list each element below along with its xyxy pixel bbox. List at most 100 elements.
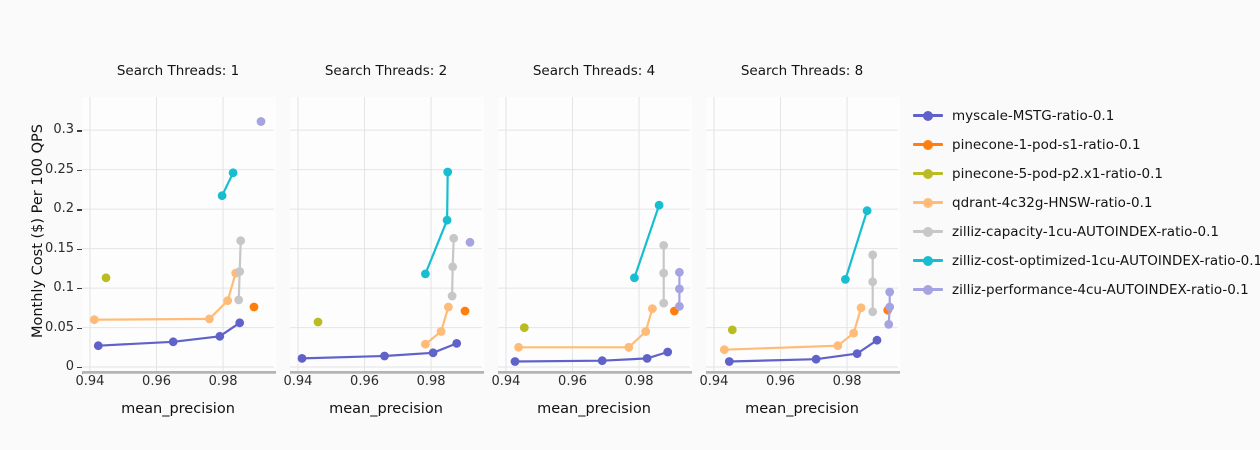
- series-pinecone-5-pod-p2.x1-ratio-0.1: [313, 317, 323, 327]
- data-point: [811, 354, 821, 364]
- facet-title: Search Threads: 1: [116, 63, 240, 79]
- facet-search-threads-4: Search Threads: 4 0.94 0.96 0.98 mean_prec…: [492, 0, 692, 450]
- data-point: [868, 250, 878, 260]
- legend-item-zilliz-cost-optimized-1cu-AUTOINDEX-ratio-0.1[interactable]: zilliz-cost-optimized-1cu-AUTOINDEX-rati…: [913, 246, 1260, 275]
- legend-marker-icon: [913, 197, 943, 209]
- x-tick-label: 0.98: [416, 374, 446, 389]
- data-point: [862, 206, 872, 216]
- facet-search-threads-8: Search Threads: 8 0.94 0.96 0.98 mean_prec…: [700, 0, 900, 450]
- x-axis-title: mean_precision: [745, 401, 859, 417]
- x-axis-title: mean_precision: [329, 401, 443, 417]
- data-point: [228, 168, 238, 178]
- data-point: [421, 269, 430, 279]
- legend-label: zilliz-cost-optimized-1cu-AUTOINDEX-rati…: [952, 252, 1260, 269]
- series-zilliz-cost-optimized-1cu-AUTOINDEX-ratio-0.1: [217, 168, 238, 201]
- x-axis-title: mean_precision: [121, 401, 235, 417]
- x-axis-title: mean_precision: [537, 401, 651, 417]
- data-point: [460, 306, 470, 316]
- legend-label: pinecone-1-pod-s1-ratio-0.1: [952, 136, 1141, 153]
- plot-canvas: [706, 97, 900, 374]
- legend-marker-icon: [913, 255, 943, 267]
- data-point: [436, 327, 446, 336]
- series-zilliz-performance-4cu-AUTOINDEX-ratio-0.1: [465, 237, 475, 247]
- series-line: [724, 307, 863, 351]
- data-point: [642, 354, 652, 363]
- legend-item-pinecone-5-pod-p2.x1-ratio-0.1[interactable]: pinecone-5-pod-p2.x1-ratio-0.1: [913, 159, 1260, 188]
- series-line: [633, 204, 661, 279]
- legend-item-zilliz-capacity-1cu-AUTOINDEX-ratio-0.1[interactable]: zilliz-capacity-1cu-AUTOINDEX-ratio-0.1: [913, 217, 1260, 246]
- series-myscale-MSTG-ratio-0.1: [93, 318, 245, 351]
- data-point: [724, 357, 734, 366]
- y-tick-mark: [77, 209, 82, 211]
- facet-plot: [498, 97, 692, 375]
- series-pinecone-1-pod-s1-ratio-0.1: [460, 306, 470, 316]
- y-tick-label: 0.05: [45, 319, 74, 335]
- legend-marker-icon: [913, 284, 943, 296]
- y-tick-label: 0.1: [53, 280, 74, 296]
- data-point: [256, 117, 266, 126]
- facet-plot: [290, 97, 484, 375]
- y-tick-label: 0: [65, 359, 74, 375]
- x-tick-label: 0.96: [350, 374, 379, 389]
- data-point: [380, 351, 389, 361]
- legend-item-myscale-MSTG-ratio-0.1[interactable]: myscale-MSTG-ratio-0.1: [913, 101, 1260, 130]
- series-myscale-MSTG-ratio-0.1: [297, 339, 462, 363]
- series-line: [514, 350, 669, 363]
- series-zilliz-cost-optimized-1cu-AUTOINDEX-ratio-0.1: [421, 167, 453, 279]
- legend-label: zilliz-capacity-1cu-AUTOINDEX-ratio-0.1: [952, 223, 1219, 240]
- legend-label: zilliz-performance-4cu-AUTOINDEX-ratio-0…: [952, 281, 1249, 298]
- series-zilliz-performance-4cu-AUTOINDEX-ratio-0.1: [884, 287, 895, 329]
- data-point: [249, 302, 259, 312]
- series-qdrant-4c32g-HNSW-ratio-0.1: [514, 304, 657, 352]
- legend-item-zilliz-performance-4cu-AUTOINDEX-ratio-0.1[interactable]: zilliz-performance-4cu-AUTOINDEX-ratio-0…: [913, 275, 1260, 304]
- data-point: [659, 241, 669, 250]
- data-point: [727, 325, 737, 335]
- x-tick-label: 0.96: [766, 374, 795, 389]
- series-line: [301, 342, 458, 360]
- data-point: [885, 302, 895, 312]
- y-tick-mark: [77, 169, 82, 172]
- y-tick-label: 0.3: [53, 122, 74, 138]
- data-point: [443, 167, 453, 177]
- data-point: [223, 296, 233, 306]
- data-point: [514, 342, 523, 352]
- data-point: [675, 267, 684, 277]
- y-tick-mark: [77, 288, 82, 290]
- data-point: [654, 200, 664, 210]
- data-point: [452, 339, 462, 348]
- x-tick-label: 0.98: [208, 374, 238, 389]
- legend-item-pinecone-1-pod-s1-ratio-0.1[interactable]: pinecone-1-pod-s1-ratio-0.1: [913, 130, 1260, 159]
- data-point: [449, 233, 459, 243]
- data-point: [101, 273, 111, 283]
- plot-canvas: [290, 97, 484, 374]
- data-point: [719, 345, 729, 355]
- series-qdrant-4c32g-HNSW-ratio-0.1: [421, 302, 453, 349]
- facet-search-threads-2: Search Threads: 2 0.94 0.96 0.98 mean_prec…: [284, 0, 484, 450]
- data-point: [510, 357, 520, 366]
- data-point: [868, 307, 878, 317]
- series-line: [844, 210, 869, 280]
- legend-item-qdrant-4c32g-HNSW-ratio-0.1[interactable]: qdrant-4c32g-HNSW-ratio-0.1: [913, 188, 1260, 217]
- data-point: [659, 298, 669, 308]
- data-point: [849, 328, 859, 338]
- series-pinecone-5-pod-p2.x1-ratio-0.1: [101, 273, 111, 283]
- facet-title: Search Threads: 4: [532, 63, 656, 79]
- data-point: [641, 327, 651, 336]
- legend-marker-icon: [913, 226, 943, 238]
- series-zilliz-capacity-1cu-AUTOINDEX-ratio-0.1: [868, 250, 878, 317]
- data-point: [297, 354, 307, 363]
- series-myscale-MSTG-ratio-0.1: [510, 347, 673, 366]
- data-point: [235, 267, 245, 276]
- data-point: [89, 315, 99, 325]
- series-zilliz-cost-optimized-1cu-AUTOINDEX-ratio-0.1: [841, 206, 872, 284]
- legend-marker-icon: [913, 139, 943, 151]
- x-axis-tick-labels: 0.94 0.96 0.98: [284, 374, 482, 392]
- facet-plot: [706, 97, 900, 375]
- data-point: [885, 287, 895, 297]
- data-point: [868, 277, 878, 287]
- x-tick-label: 0.98: [624, 374, 654, 389]
- x-tick-label: 0.94: [699, 374, 729, 389]
- legend-label: myscale-MSTG-ratio-0.1: [952, 107, 1115, 124]
- data-point: [856, 303, 866, 313]
- legend-marker-icon: [913, 168, 943, 180]
